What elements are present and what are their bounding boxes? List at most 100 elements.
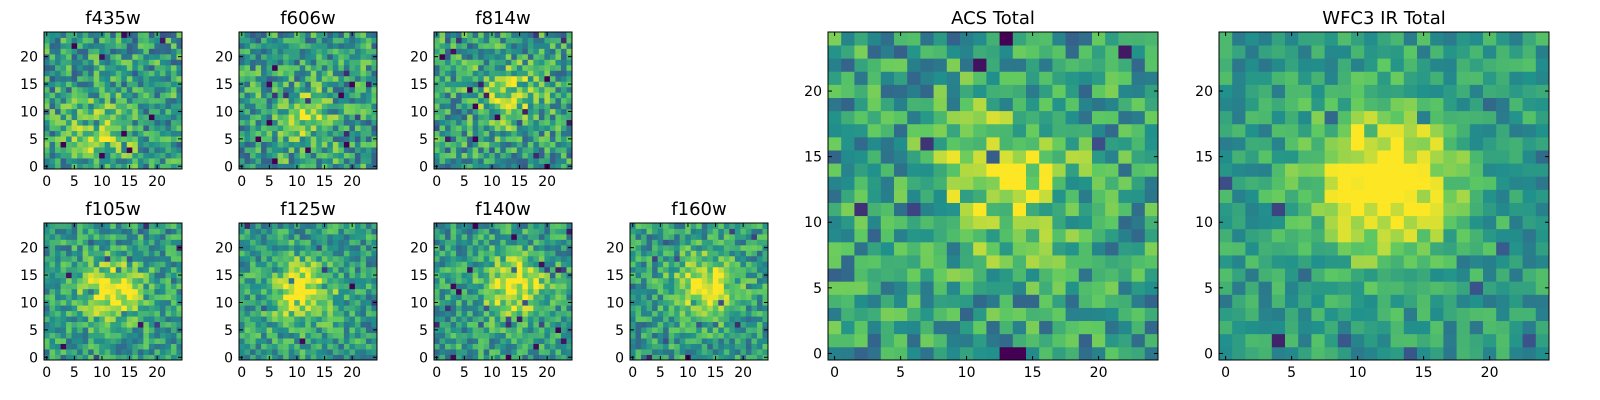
heatmap-cell — [137, 294, 144, 301]
heatmap-cell — [66, 114, 72, 121]
x-tick-label: 0 — [237, 174, 246, 190]
heatmap-cell — [93, 86, 100, 93]
heatmap-cell — [154, 255, 161, 262]
heatmap-cell — [1131, 215, 1146, 230]
heatmap-cell — [652, 277, 658, 284]
heatmap-cell — [143, 136, 150, 142]
heatmap-cell — [511, 32, 518, 38]
heatmap-cell — [371, 255, 378, 262]
heatmap-cell — [305, 86, 312, 93]
heatmap-cell — [272, 327, 279, 333]
heatmap-cell — [439, 97, 446, 104]
heatmap-cell — [894, 307, 908, 322]
heatmap-cell — [132, 163, 139, 170]
heatmap-cell — [434, 228, 440, 235]
heatmap-cell — [82, 136, 89, 142]
heatmap-cell — [55, 37, 61, 44]
heatmap-cell — [1026, 228, 1040, 243]
heatmap-cell — [277, 97, 284, 104]
heatmap-cell — [652, 332, 658, 339]
heatmap-cell — [483, 288, 490, 295]
heatmap-cell — [538, 163, 545, 170]
heatmap-cell — [522, 147, 529, 153]
heatmap-cell — [77, 81, 84, 88]
heatmap-cell — [560, 97, 567, 104]
heatmap-cell — [472, 163, 479, 170]
heatmap-cell — [434, 59, 440, 66]
heatmap-cell — [365, 349, 372, 355]
heatmap-cell — [327, 152, 334, 159]
heatmap-cell — [71, 321, 78, 328]
heatmap-cell — [445, 266, 451, 273]
heatmap-cell — [176, 158, 183, 164]
heatmap-cell — [1052, 189, 1066, 203]
heatmap-cell — [527, 136, 534, 142]
heatmap-cell — [93, 158, 100, 164]
heatmap-cell — [349, 37, 356, 44]
heatmap-cell — [527, 42, 534, 49]
heatmap-cell — [560, 316, 567, 323]
heatmap-cell — [66, 294, 72, 301]
heatmap-cell — [880, 215, 895, 230]
heatmap-cell — [343, 37, 350, 44]
heatmap-cell — [522, 321, 529, 328]
heatmap-cell — [60, 103, 67, 110]
heatmap-cell — [445, 332, 451, 339]
heatmap-cell — [511, 119, 518, 126]
heatmap-cell — [121, 70, 128, 77]
heatmap-cell — [544, 277, 551, 284]
heatmap-cell — [489, 53, 496, 60]
heatmap-cell — [99, 310, 106, 317]
heatmap-cell — [489, 255, 496, 262]
heatmap-cell — [244, 223, 251, 229]
heatmap-cell — [533, 48, 540, 55]
heatmap-cell — [740, 239, 747, 246]
heatmap-cell — [294, 266, 301, 273]
heatmap-cell — [679, 250, 686, 257]
heatmap-cell — [478, 147, 485, 153]
heatmap-cell — [434, 316, 440, 323]
heatmap-cell — [489, 277, 496, 284]
heatmap-cell — [1131, 294, 1146, 308]
heatmap-cell — [104, 272, 111, 279]
heatmap-cell — [434, 338, 440, 344]
heatmap-cell — [522, 288, 529, 295]
heatmap-cell — [49, 119, 56, 126]
heatmap-cell — [244, 125, 251, 132]
heatmap-cell — [527, 141, 534, 148]
heatmap-cell — [472, 283, 479, 290]
heatmap-cell — [505, 255, 512, 262]
heatmap-cell — [371, 158, 378, 164]
heatmap-cell — [718, 316, 725, 323]
heatmap-cell — [555, 32, 562, 38]
heatmap-cell — [371, 349, 378, 355]
heatmap-cell — [371, 233, 378, 240]
heatmap-cell — [332, 332, 339, 339]
heatmap-cell — [294, 86, 301, 93]
heatmap-cell — [701, 332, 708, 339]
heatmap-cell — [445, 141, 451, 148]
heatmap-cell — [154, 152, 161, 159]
heatmap-cell — [483, 299, 490, 306]
heatmap-cell — [745, 343, 752, 350]
heatmap-cell — [461, 152, 468, 159]
heatmap-cell — [316, 86, 323, 93]
heatmap-cell — [99, 316, 106, 323]
panel-title: f435w — [85, 8, 140, 29]
heatmap-cell — [261, 332, 267, 339]
heatmap-cell — [239, 233, 245, 240]
heatmap-cell — [110, 163, 117, 170]
heatmap-cell — [66, 332, 72, 339]
heatmap-cell — [299, 349, 306, 355]
heatmap-cell — [354, 152, 361, 159]
heatmap-cell — [668, 277, 675, 284]
heatmap-cell — [299, 92, 306, 99]
heatmap-cell — [82, 75, 89, 82]
heatmap-cell — [126, 119, 133, 126]
heatmap-cell — [132, 119, 139, 126]
heatmap-cell — [1026, 176, 1040, 190]
heatmap-cell — [294, 321, 301, 328]
heatmap-cell — [115, 239, 122, 246]
heatmap-cell — [121, 125, 128, 132]
heatmap-cell — [159, 288, 166, 295]
